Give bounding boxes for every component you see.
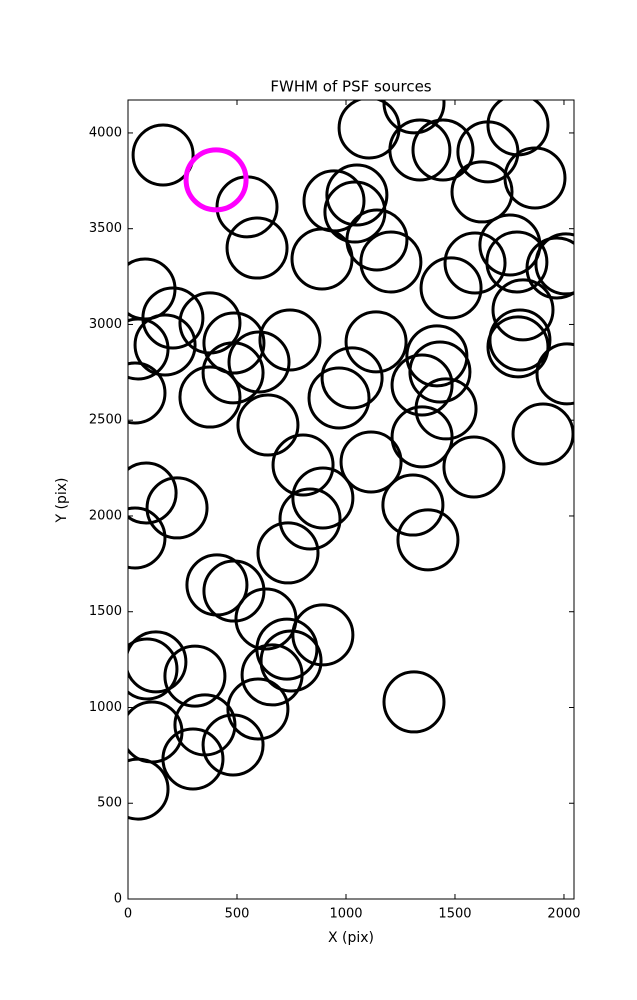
psf-source [408,340,472,404]
y-tick-label: 2500 [89,413,122,428]
psf-source [486,315,550,379]
psf-source [145,476,209,540]
psf-source [259,629,323,693]
psf-source [450,160,514,224]
psf-source [344,310,408,374]
y-tick-label: 3000 [89,317,122,332]
psf-source [381,473,445,537]
highlight-source [183,147,249,213]
psf-source [128,637,179,701]
psf-source [131,123,195,187]
psf-source [291,466,355,530]
y-tick-label: 1000 [89,700,122,715]
psf-source [302,169,366,233]
psf-source [202,311,266,375]
psf-source [271,433,335,497]
y-tick-label: 500 [97,796,122,811]
x-tick-label: 500 [225,907,250,922]
psf-source [291,603,355,667]
x-tick-label: 0 [124,907,132,922]
psf-source [128,361,167,425]
psf-source [359,230,423,294]
psf-source [128,317,170,381]
psf-source [534,232,574,296]
y-axis-label: Y (pix) [54,478,70,524]
psf-source [382,100,446,135]
y-tick-label: 1500 [89,604,122,619]
psf-source [388,118,452,182]
psf-source [411,118,475,182]
psf-source [525,236,574,300]
x-tick-label: 1500 [438,907,471,922]
psf-source [128,461,178,525]
psf-source [236,393,300,457]
psf-source [442,435,506,499]
x-tick-label: 2000 [547,907,580,922]
psf-source [419,256,483,320]
psf-source [390,353,454,417]
psf-source [396,508,460,572]
psf-source [339,430,403,494]
y-tick-label: 0 [114,892,122,907]
psf-source [491,278,555,342]
psf-source [382,670,446,734]
psf-source [535,342,574,406]
psf-source [128,757,170,821]
psf-source [278,487,342,551]
psf-source [320,346,384,410]
y-tick-label: 2000 [89,508,122,523]
psf-source [225,216,289,280]
y-tick-label: 4000 [89,125,122,140]
psf-source [307,366,371,430]
psf-source [227,330,291,394]
axes-frame [127,99,575,900]
psf-source [133,313,197,377]
psf-source [485,230,549,294]
psf-source [390,405,454,469]
psf-source [443,231,507,295]
psf-source [325,163,389,227]
psf-source [202,559,266,623]
psf-source [503,146,567,210]
psf-source [201,341,265,405]
psf-source [511,402,574,466]
psf-source [345,208,409,272]
psf-source [163,644,227,708]
plot-area [128,100,574,821]
x-tick-label: 1000 [329,907,362,922]
y-tick-label: 3500 [89,221,122,236]
psf-source [256,521,320,585]
chart-title: FWHM of PSF sources [270,78,431,96]
psf-source [128,506,167,570]
psf-source [226,677,290,741]
psf-source [128,630,188,694]
psf-source [178,365,242,429]
psf-source [258,308,322,372]
psf-source [201,713,265,777]
psf-source [240,643,304,707]
x-axis-label: X (pix) [328,930,374,946]
